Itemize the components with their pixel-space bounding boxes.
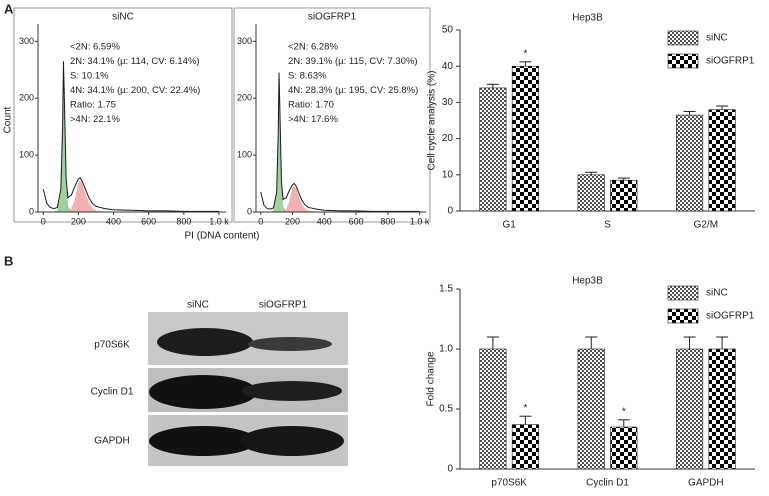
y-tick-label: 100 [19,150,34,160]
panel-frame [13,7,233,223]
significance: * [523,403,527,414]
y-tick-label: 10 [442,169,454,180]
legend-swatch [667,53,699,69]
x-tick-label: 200 [285,216,300,226]
x-tick-label: p70S6K [491,478,527,489]
y-tick-label: 1.0 [439,344,453,355]
blot-row: GAPDH [94,436,130,447]
x-tick-label: 400 [317,216,332,226]
x-tick-label: 800 [380,216,395,226]
x-tick-label: 600 [141,216,156,226]
x-tick-label: 1.0 k [209,216,229,226]
annotation: 2N: 34.1% (µ: 114, CV: 6.14%) [70,56,200,67]
y-tick-label: 300 [19,36,34,46]
annotation: Ratio: 1.70 [288,100,334,111]
x-tick-label: 0 [41,216,46,226]
annotation: S: 10.1% [70,71,109,82]
blot-row: p70S6K [94,340,130,351]
panel-label: B [4,253,13,268]
y-tick-label: 0.5 [439,404,453,415]
annotation: 4N: 28.3% (µ: 195, CV: 25.8%) [288,85,418,96]
band [248,337,332,351]
legend-label: siOGFRP1 [706,311,755,322]
x-tick-label: 200 [71,216,86,226]
bar [708,109,736,212]
x-tick-label: 600 [349,216,364,226]
bar [577,348,605,470]
y-axis-label: Cell cycle analysis (%) [427,70,438,170]
legend-swatch [667,30,699,46]
histogram-line [42,61,219,212]
bar [479,348,507,470]
band [242,381,342,401]
histogram-line [260,72,420,212]
blot-column: siOGFRP1 [259,300,308,311]
legend-label: siOGFRP1 [706,56,755,67]
annotation: S: 8.63% [288,71,327,82]
x-tick-label: 400 [106,216,121,226]
y-tick-label: 20 [442,133,454,144]
band [149,375,257,409]
chart-title: Hep3B [572,13,603,24]
significance: * [622,406,626,417]
bar [511,424,540,470]
x-tick-label: 1.0 k [410,216,430,226]
blot-row: Cyclin D1 [91,387,134,398]
y-tick-label: 0 [447,206,453,217]
bar [610,426,638,470]
x-tick-label: G2/M [694,220,718,231]
fit-area [260,78,420,213]
chart-title: siNC [112,12,134,23]
y-tick-label: 0 [29,206,34,216]
y-tick-label: 30 [442,97,454,108]
bar [708,348,736,470]
annotation: <2N: 6.59% [70,42,120,53]
annotation: >4N: 17.6% [288,114,338,125]
y-tick-label: 50 [442,25,454,36]
legend-swatch [667,308,699,324]
x-tick-label: S [604,220,611,231]
significance: * [523,48,527,59]
x-tick-label: Cyclin D1 [586,478,629,489]
annotation: <2N: 6.28% [288,42,338,53]
band [240,426,344,456]
y-tick-label: 200 [237,93,252,103]
bar [675,348,704,470]
blot: siNC siOGFRP1 p70S6K Cyclin D1 GAPDH [91,300,348,466]
legend-label: siNC [706,33,728,44]
y-tick-label: 0 [447,464,453,475]
bar [577,174,605,212]
blot-column: siNC [187,300,209,311]
y-tick-label: 0 [247,206,252,216]
chart-title: Hep3B [572,276,603,287]
annotation: Ratio: 1.75 [70,100,116,111]
x-tick-label: 800 [176,216,191,226]
annotation: >4N: 22.1% [70,114,120,125]
legend-swatch [667,285,699,301]
y-tick-label: 200 [19,93,34,103]
x-tick-label: G1 [502,220,516,231]
bar [479,87,507,212]
x-axis-label: PI (DNA content) [184,231,259,242]
annotation: 2N: 39.1% (µ: 115, CV: 7.30%) [288,56,418,67]
y-tick-label: 1.5 [439,284,453,295]
y-axis-label: Fold change [426,351,437,406]
bar [610,179,638,212]
bar [675,114,704,212]
y-tick-label: 40 [442,61,454,72]
panel-label: A [4,1,14,16]
bar [511,65,540,212]
legend-label: siNC [706,288,728,299]
panel-frame [233,7,431,223]
y-tick-label: 300 [237,36,252,46]
x-tick-label: GAPDH [688,478,724,489]
y-tick-label: 100 [237,150,252,160]
chart-title: siOGFRP1 [308,12,357,23]
annotation: 4N: 34.1% (µ: 200, CV: 22.4%) [70,85,200,96]
x-tick-label: 0 [258,216,263,226]
y-axis-label: Count [3,106,14,133]
band [149,426,257,456]
band [157,328,253,356]
